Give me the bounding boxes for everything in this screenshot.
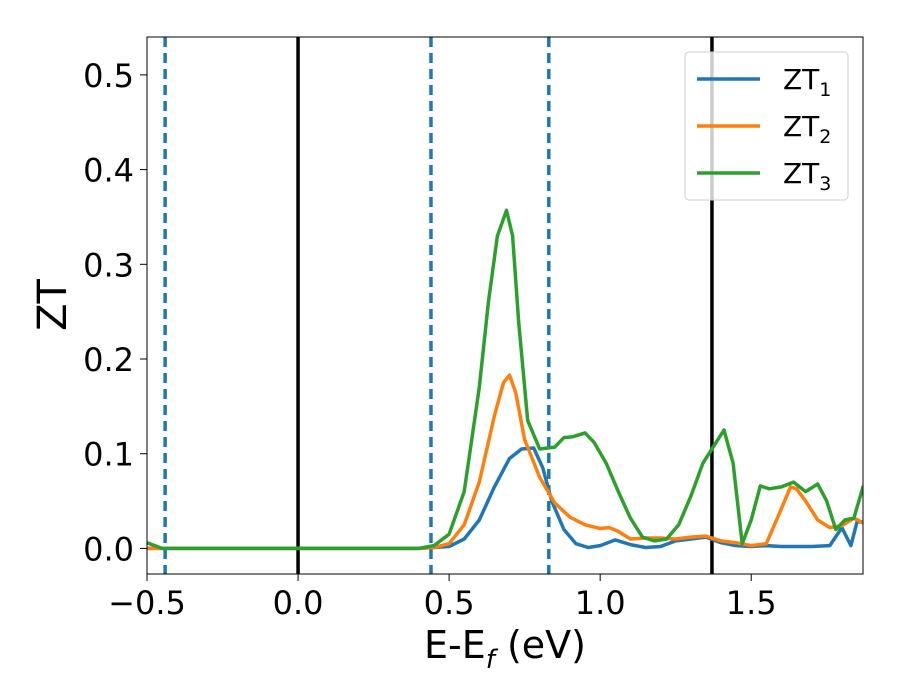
x-axis: −0.5 0.0 0.5 1.0 1.5 [108,574,777,622]
reference-lines [163,37,714,574]
x-tick-label: 0.0 [273,584,324,622]
y-tick-label: 0.3 [83,246,134,284]
plot-frame [146,36,864,575]
series-group [147,208,863,551]
x-axis-label: E-Ef (eV) [424,623,586,675]
legend-label-3: ZT3 [783,157,831,195]
y-tick-label: 0.0 [83,530,134,568]
y-axis-label: ZT [30,279,76,331]
legend-box [684,51,849,201]
y-axis: 0.0 0.1 0.2 0.3 0.4 0.5 [83,57,147,568]
y-tick-label: 0.1 [83,436,134,474]
x-tick-label: 1.0 [575,584,626,622]
series-line-2 [147,373,863,551]
x-tick-label: 1.5 [726,584,777,622]
series-line-1 [147,446,863,551]
y-tick-label: 0.4 [83,152,134,190]
legend: ZT1 ZT2 ZT3 [684,51,849,201]
y-tick-label: 0.5 [83,57,134,95]
x-tick-label: −0.5 [108,584,186,622]
legend-label-2: ZT2 [783,110,831,148]
legend-label-1: ZT1 [783,63,831,101]
series-line-3 [147,208,863,551]
x-tick-label: 0.5 [424,584,475,622]
y-tick-label: 0.2 [83,341,134,379]
